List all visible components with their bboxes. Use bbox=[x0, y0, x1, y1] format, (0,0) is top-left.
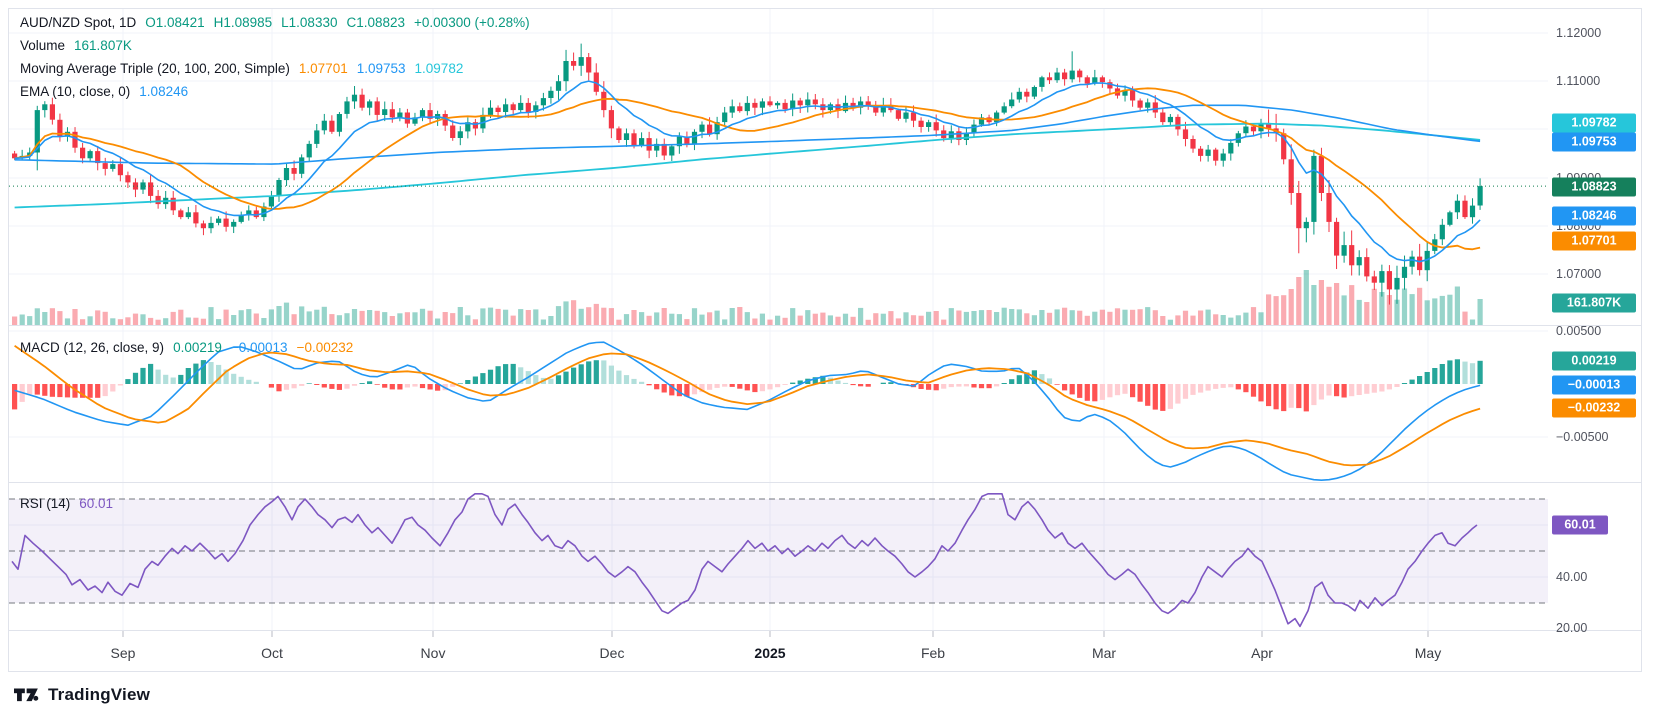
main-legend: AUD/NZD Spot, 1D O1.08421 H1.08985 L1.08… bbox=[20, 11, 539, 103]
tradingview-logo-icon[interactable] bbox=[14, 684, 40, 706]
macd-label[interactable]: MACD (12, 26, close, 9) bbox=[20, 340, 165, 355]
ma-triple-label[interactable]: Moving Average Triple (20, 100, 200, Sim… bbox=[20, 61, 290, 76]
macd-tick: 0.00500 bbox=[1556, 324, 1602, 338]
price-tick: 1.07000 bbox=[1556, 267, 1602, 281]
volume-label[interactable]: Volume bbox=[20, 38, 66, 53]
month-label: Oct bbox=[261, 645, 283, 661]
month-label: Apr bbox=[1251, 645, 1273, 661]
macd-line-value: −0.00013 bbox=[230, 340, 288, 355]
high-value: H1.08985 bbox=[213, 15, 273, 30]
macd-signal-badge: −0.00232 bbox=[1552, 398, 1636, 418]
price-tick: 1.12000 bbox=[1556, 26, 1602, 40]
month-label: Feb bbox=[920, 645, 946, 661]
ma-triple-row: Moving Average Triple (20, 100, 200, Sim… bbox=[20, 57, 539, 80]
symbol-title[interactable]: AUD/NZD Spot, 1D bbox=[20, 15, 137, 30]
month-label: Sep bbox=[110, 645, 136, 661]
month-label: Nov bbox=[420, 645, 446, 661]
sma200-badge: 1.09782 bbox=[1552, 113, 1636, 133]
month-label: Mar bbox=[1091, 645, 1117, 661]
tradingview-brand-text[interactable]: TradingView bbox=[48, 685, 151, 704]
year-label: 2025 bbox=[754, 645, 786, 661]
symbol-row: AUD/NZD Spot, 1D O1.08421 H1.08985 L1.08… bbox=[20, 11, 539, 34]
month-label: Dec bbox=[599, 645, 625, 661]
rsi-panel[interactable] bbox=[8, 483, 1548, 630]
rsi-tick: 40.00 bbox=[1556, 570, 1588, 584]
open-value: O1.08421 bbox=[145, 15, 205, 30]
month-label: May bbox=[1414, 645, 1442, 661]
ema-value: 1.08246 bbox=[139, 84, 189, 99]
volume-badge: 161.807K bbox=[1552, 293, 1636, 313]
rsi-value: 60.01 bbox=[79, 496, 114, 511]
ema-badge: 1.08246 bbox=[1552, 206, 1636, 226]
close-value: C1.08823 bbox=[346, 15, 406, 30]
rsi-tick: 20.00 bbox=[1556, 621, 1588, 635]
volume-value: 161.807K bbox=[74, 38, 132, 53]
macd-hist-value: 0.00219 bbox=[173, 340, 222, 355]
macd-hist-badge: 0.00219 bbox=[1552, 351, 1636, 371]
sma100-value: 1.09753 bbox=[356, 61, 406, 76]
last-price-badge: 1.08823 bbox=[1552, 177, 1636, 197]
price-tick: 1.11000 bbox=[1556, 74, 1601, 88]
price-scale[interactable] bbox=[1548, 8, 1642, 630]
macd-signal-value: −0.00232 bbox=[296, 340, 354, 355]
rsi-legend: RSI (14) 60.01 bbox=[20, 492, 122, 515]
sma100-badge: 1.09753 bbox=[1552, 132, 1636, 152]
rsi-badge: 60.01 bbox=[1552, 515, 1608, 535]
sma20-badge: 1.07701 bbox=[1552, 231, 1636, 251]
macd-line-badge: −0.00013 bbox=[1552, 375, 1636, 395]
ema-row: EMA (10, close, 0) 1.08246 bbox=[20, 80, 539, 103]
macd-tick: −0.00500 bbox=[1556, 430, 1609, 444]
ema-label[interactable]: EMA (10, close, 0) bbox=[20, 84, 131, 99]
macd-legend: MACD (12, 26, close, 9) 0.00219 −0.00013… bbox=[20, 336, 362, 359]
volume-row: Volume 161.807K bbox=[20, 34, 539, 57]
low-value: L1.08330 bbox=[281, 15, 338, 30]
attribution: TradingView bbox=[14, 684, 150, 706]
rsi-label[interactable]: RSI (14) bbox=[20, 496, 71, 511]
sma20-value: 1.07701 bbox=[298, 61, 348, 76]
change-value: +0.00300 (+0.28%) bbox=[414, 15, 530, 30]
sma200-value: 1.09782 bbox=[414, 61, 464, 76]
